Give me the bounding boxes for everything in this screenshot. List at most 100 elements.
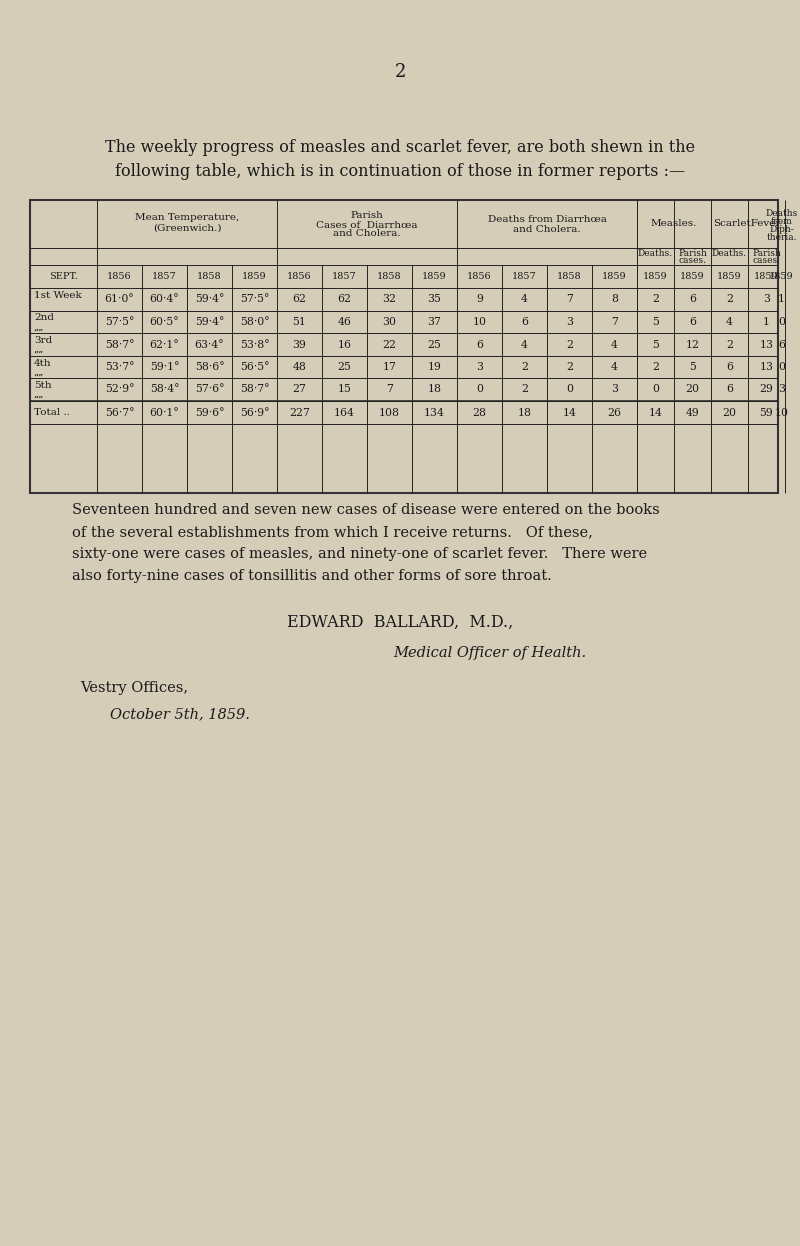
Text: 1859: 1859 bbox=[422, 272, 447, 282]
Text: 0: 0 bbox=[476, 385, 483, 395]
Text: EDWARD  BALLARD,  M.D.,: EDWARD BALLARD, M.D., bbox=[287, 613, 513, 630]
Text: 3: 3 bbox=[611, 385, 618, 395]
Text: 2: 2 bbox=[566, 363, 573, 373]
Text: 2: 2 bbox=[726, 294, 733, 304]
Text: 3rd: 3rd bbox=[34, 336, 52, 345]
Text: sixty-one were cases of measles, and ninety-one of scarlet fever.   There were: sixty-one were cases of measles, and nin… bbox=[72, 547, 647, 561]
Text: Parish: Parish bbox=[752, 249, 781, 258]
Text: ScarletFever.: ScarletFever. bbox=[714, 219, 782, 228]
Text: 1858: 1858 bbox=[557, 272, 582, 282]
Text: Measles.: Measles. bbox=[651, 219, 697, 228]
Text: 4: 4 bbox=[611, 363, 618, 373]
Text: 164: 164 bbox=[334, 407, 355, 417]
Text: 27: 27 bbox=[293, 385, 306, 395]
Text: 227: 227 bbox=[289, 407, 310, 417]
Text: 4: 4 bbox=[521, 294, 528, 304]
Text: Deaths: Deaths bbox=[766, 209, 798, 218]
Text: 18: 18 bbox=[518, 407, 531, 417]
Text: 29: 29 bbox=[759, 385, 774, 395]
Text: 5: 5 bbox=[689, 363, 696, 373]
Text: 2: 2 bbox=[652, 294, 659, 304]
Text: 56·5°: 56·5° bbox=[240, 363, 270, 373]
Text: 1856: 1856 bbox=[107, 272, 132, 282]
Text: 56·9°: 56·9° bbox=[240, 407, 270, 417]
Bar bbox=[30, 201, 778, 493]
Text: 4: 4 bbox=[611, 339, 618, 349]
Text: „„: „„ bbox=[34, 368, 45, 376]
Text: 1859: 1859 bbox=[754, 272, 779, 282]
Text: 58·7°: 58·7° bbox=[240, 385, 270, 395]
Text: 6: 6 bbox=[689, 316, 696, 326]
Text: 8: 8 bbox=[611, 294, 618, 304]
Text: 9: 9 bbox=[476, 294, 483, 304]
Text: „„: „„ bbox=[34, 390, 45, 399]
Text: 1859: 1859 bbox=[680, 272, 705, 282]
Text: 2: 2 bbox=[566, 339, 573, 349]
Text: following table, which is in continuation of those in former reports :—: following table, which is in continuatio… bbox=[115, 163, 685, 181]
Text: 1856: 1856 bbox=[287, 272, 312, 282]
Text: 2nd: 2nd bbox=[34, 314, 54, 323]
Text: 58·0°: 58·0° bbox=[240, 316, 270, 326]
Text: 7: 7 bbox=[566, 294, 573, 304]
Text: 3: 3 bbox=[778, 385, 785, 395]
Text: 1859: 1859 bbox=[643, 272, 668, 282]
Text: 4: 4 bbox=[521, 339, 528, 349]
Text: 1: 1 bbox=[778, 294, 785, 304]
Text: 59·4°: 59·4° bbox=[195, 294, 224, 304]
Text: 6: 6 bbox=[726, 385, 733, 395]
Text: Deaths from Diarrhœa: Deaths from Diarrhœa bbox=[487, 216, 606, 224]
Text: Parish: Parish bbox=[678, 249, 707, 258]
Text: 6: 6 bbox=[521, 316, 528, 326]
Text: 26: 26 bbox=[607, 407, 622, 417]
Text: 1858: 1858 bbox=[197, 272, 222, 282]
Text: 5th: 5th bbox=[34, 381, 52, 390]
Text: The weekly progress of measles and scarlet fever, are both shewn in the: The weekly progress of measles and scarl… bbox=[105, 140, 695, 157]
Text: „„: „„ bbox=[34, 345, 45, 354]
Text: 1857: 1857 bbox=[512, 272, 537, 282]
Text: 2: 2 bbox=[652, 363, 659, 373]
Text: 1857: 1857 bbox=[152, 272, 177, 282]
Text: 59·4°: 59·4° bbox=[195, 316, 224, 326]
Text: 52·9°: 52·9° bbox=[105, 385, 134, 395]
Text: 17: 17 bbox=[382, 363, 397, 373]
Text: 10: 10 bbox=[774, 407, 789, 417]
Text: 16: 16 bbox=[338, 339, 351, 349]
Text: 1859: 1859 bbox=[242, 272, 267, 282]
Text: theria.: theria. bbox=[766, 233, 797, 243]
Text: SEPT.: SEPT. bbox=[49, 272, 78, 282]
Text: „„: „„ bbox=[34, 323, 45, 331]
Text: 0: 0 bbox=[778, 316, 785, 326]
Text: 49: 49 bbox=[686, 407, 699, 417]
Text: 62·1°: 62·1° bbox=[150, 339, 179, 349]
Text: 62: 62 bbox=[293, 294, 306, 304]
Text: 53·8°: 53·8° bbox=[240, 339, 270, 349]
Text: 56·7°: 56·7° bbox=[105, 407, 134, 417]
Text: 108: 108 bbox=[379, 407, 400, 417]
Text: 14: 14 bbox=[562, 407, 577, 417]
Text: 18: 18 bbox=[427, 385, 442, 395]
Text: 60·5°: 60·5° bbox=[150, 316, 179, 326]
Text: 1858: 1858 bbox=[377, 272, 402, 282]
Text: 2: 2 bbox=[394, 64, 406, 81]
Text: 7: 7 bbox=[611, 316, 618, 326]
Text: 6: 6 bbox=[476, 339, 483, 349]
Text: 1856: 1856 bbox=[467, 272, 492, 282]
Text: 58·6°: 58·6° bbox=[194, 363, 224, 373]
Text: 12: 12 bbox=[686, 339, 699, 349]
Text: 39: 39 bbox=[293, 339, 306, 349]
Text: 62: 62 bbox=[338, 294, 351, 304]
Text: 46: 46 bbox=[338, 316, 351, 326]
Text: 1859: 1859 bbox=[717, 272, 742, 282]
Text: 3: 3 bbox=[476, 363, 483, 373]
Text: 25: 25 bbox=[338, 363, 351, 373]
Text: also forty-nine cases of tonsillitis and other forms of sore throat.: also forty-nine cases of tonsillitis and… bbox=[72, 569, 552, 583]
Text: 7: 7 bbox=[386, 385, 393, 395]
Text: 60·4°: 60·4° bbox=[150, 294, 179, 304]
Text: 2: 2 bbox=[726, 339, 733, 349]
Text: 4th: 4th bbox=[34, 359, 52, 368]
Text: 60·1°: 60·1° bbox=[150, 407, 179, 417]
Text: 19: 19 bbox=[427, 363, 442, 373]
Text: Cases of  Diarrhœa: Cases of Diarrhœa bbox=[316, 221, 418, 229]
Text: Diph-: Diph- bbox=[769, 226, 794, 234]
Text: Deaths.: Deaths. bbox=[712, 249, 747, 258]
